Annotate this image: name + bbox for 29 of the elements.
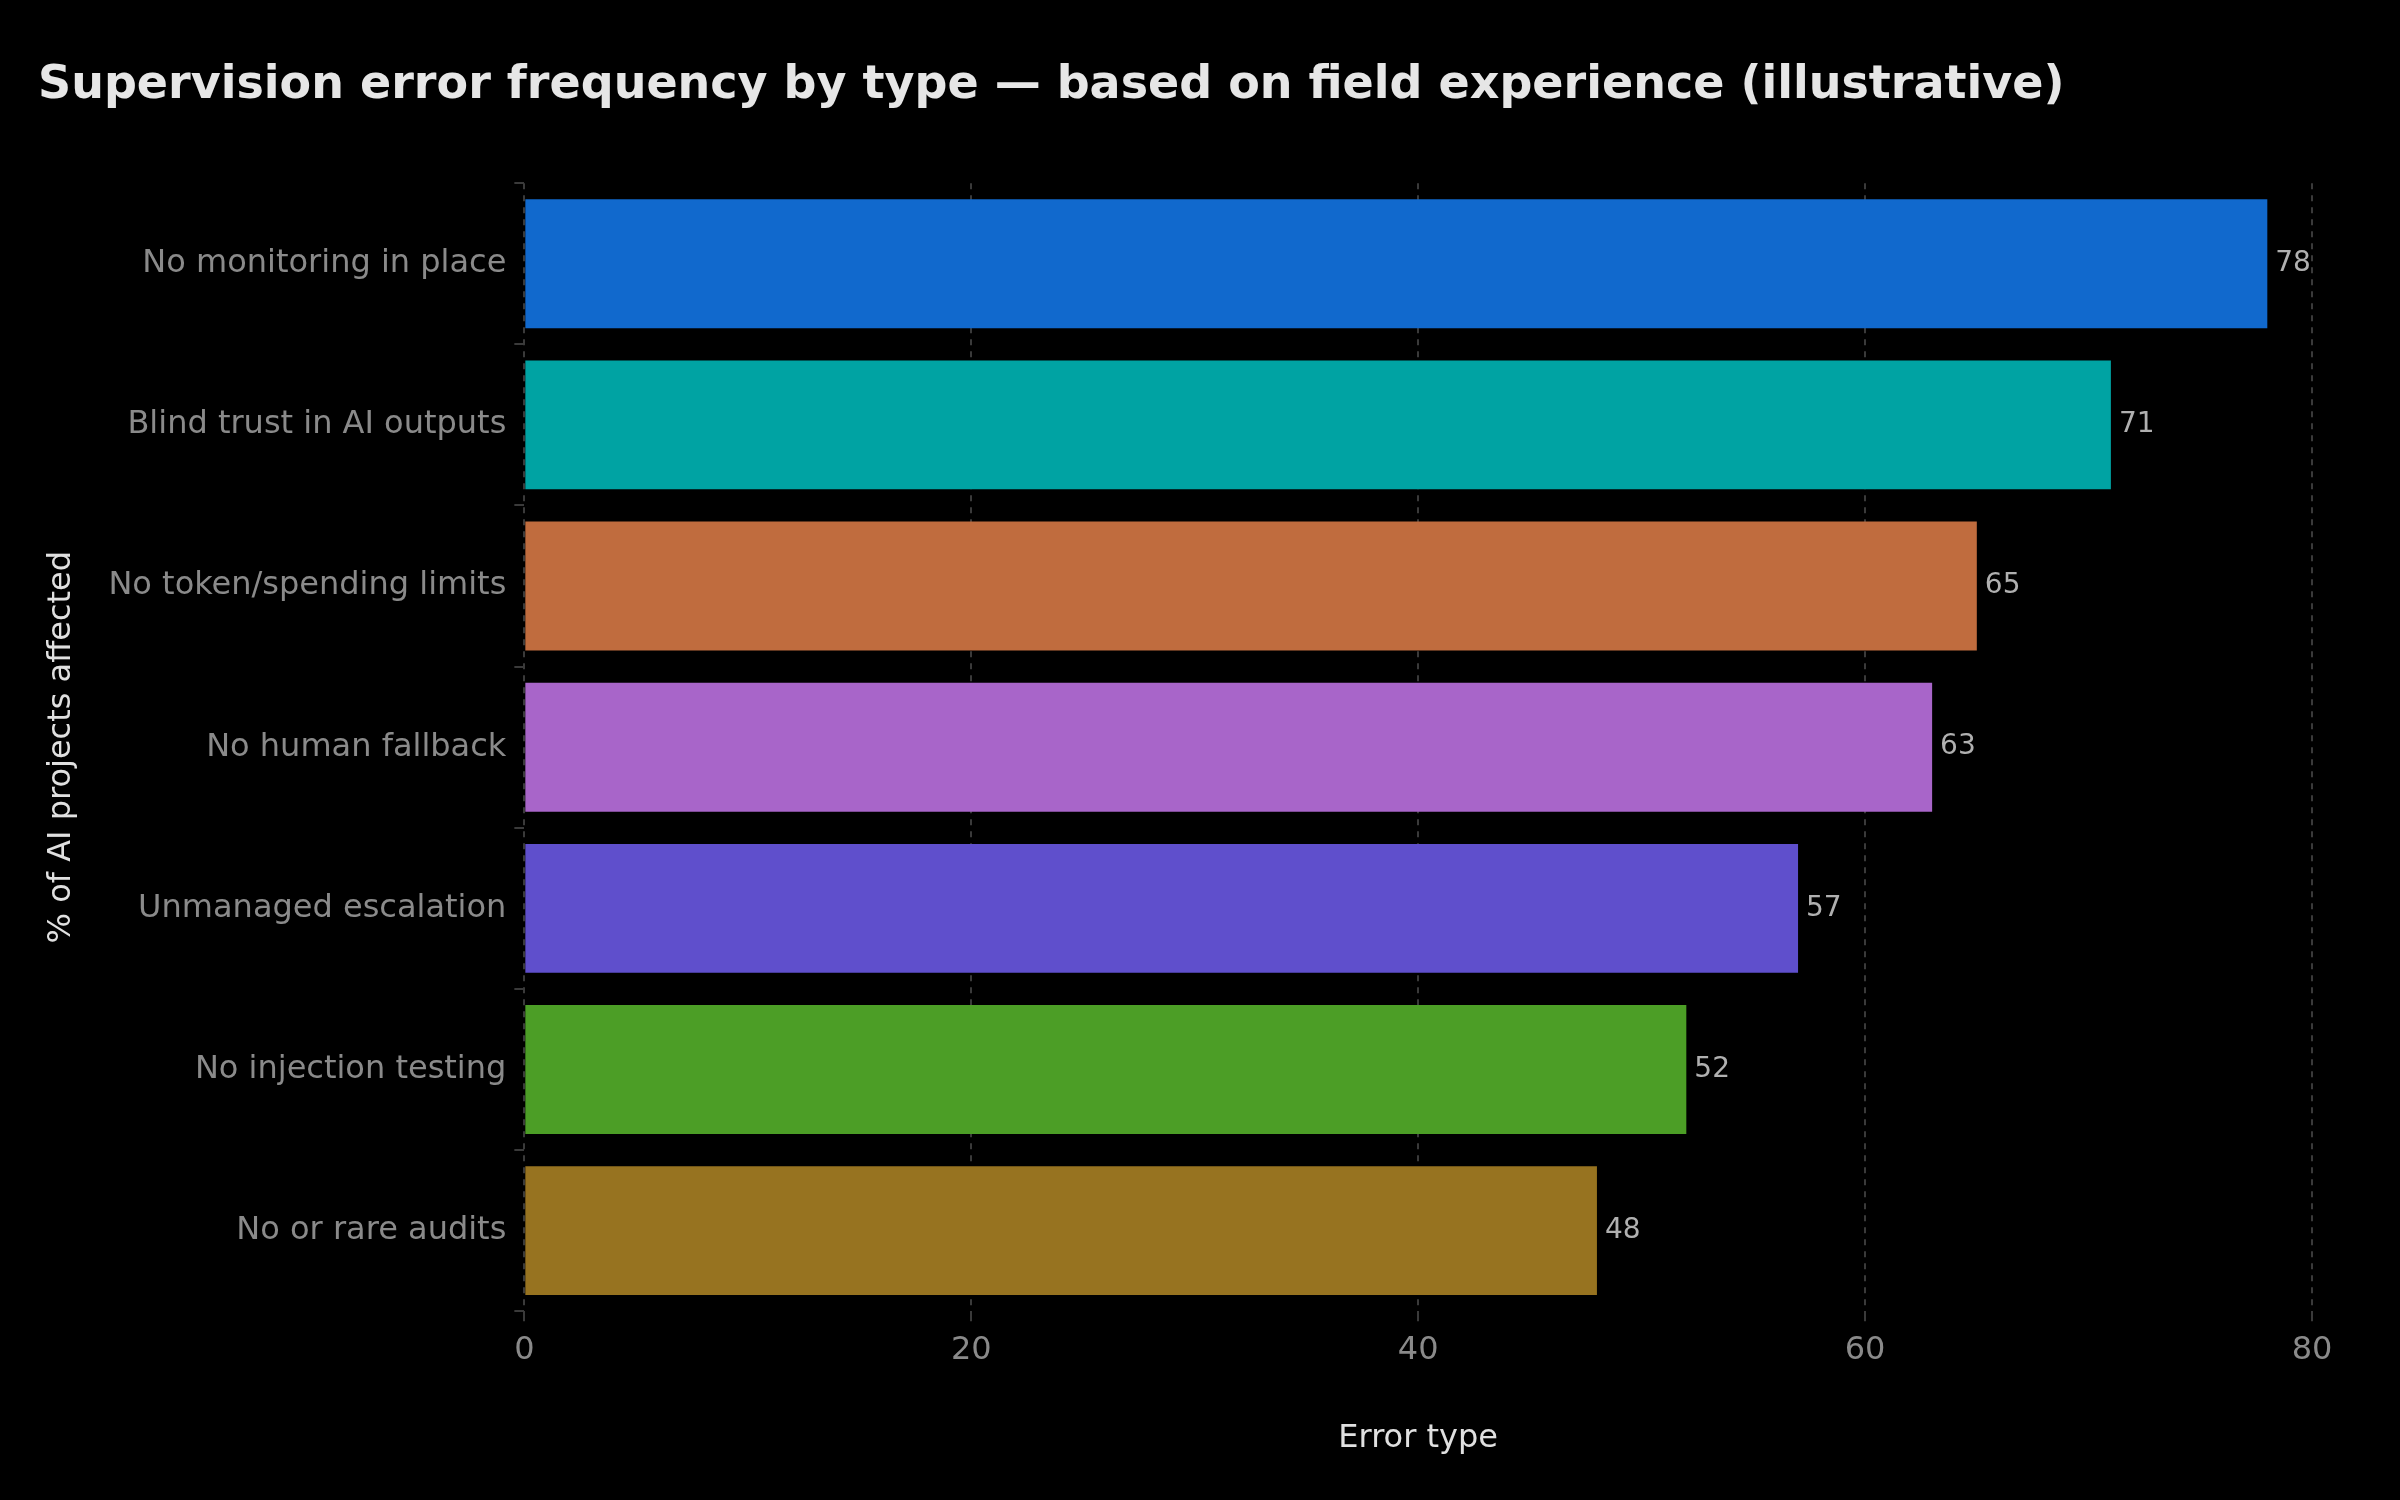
y-tick-label: No injection testing: [194, 1047, 507, 1086]
bar: [525, 1005, 1687, 1134]
bar: [525, 682, 1933, 812]
x-axis-title: Error type: [1338, 1417, 1498, 1456]
y-tick-label: No token/spending limits: [108, 564, 507, 603]
bar: [525, 1166, 1597, 1296]
y-tick-label: Unmanaged escalation: [138, 886, 507, 925]
data-label: 57: [1806, 889, 1842, 923]
x-tick-label: 0: [514, 1328, 535, 1367]
bar: [525, 843, 1799, 973]
x-tick-label: 20: [950, 1328, 992, 1367]
chart-title: Supervision error frequency by type — based on field experience (illustrative): [38, 54, 2065, 109]
y-tick-label: No human fallback: [206, 725, 507, 764]
y-tick-label: No or rare audits: [236, 1208, 507, 1247]
y-tick-label: No monitoring in place: [142, 242, 507, 281]
bar: [525, 199, 2268, 329]
x-tick-label: 40: [1397, 1328, 1439, 1367]
data-label: 65: [1984, 567, 2021, 601]
x-tick-label: 60: [1844, 1328, 1886, 1367]
bar: [525, 521, 1977, 651]
y-axis-title: % of AI projects affected: [39, 550, 78, 944]
bar: [525, 360, 2111, 490]
data-label: 78: [2275, 245, 2311, 279]
data-label: 63: [1940, 728, 1976, 762]
data-label: 48: [1604, 1211, 1641, 1245]
x-tick-label: 80: [2291, 1328, 2333, 1367]
y-tick-label: Blind trust in AI outputs: [127, 403, 507, 442]
data-label: 52: [1694, 1050, 1730, 1084]
data-label: 71: [2118, 406, 2155, 440]
